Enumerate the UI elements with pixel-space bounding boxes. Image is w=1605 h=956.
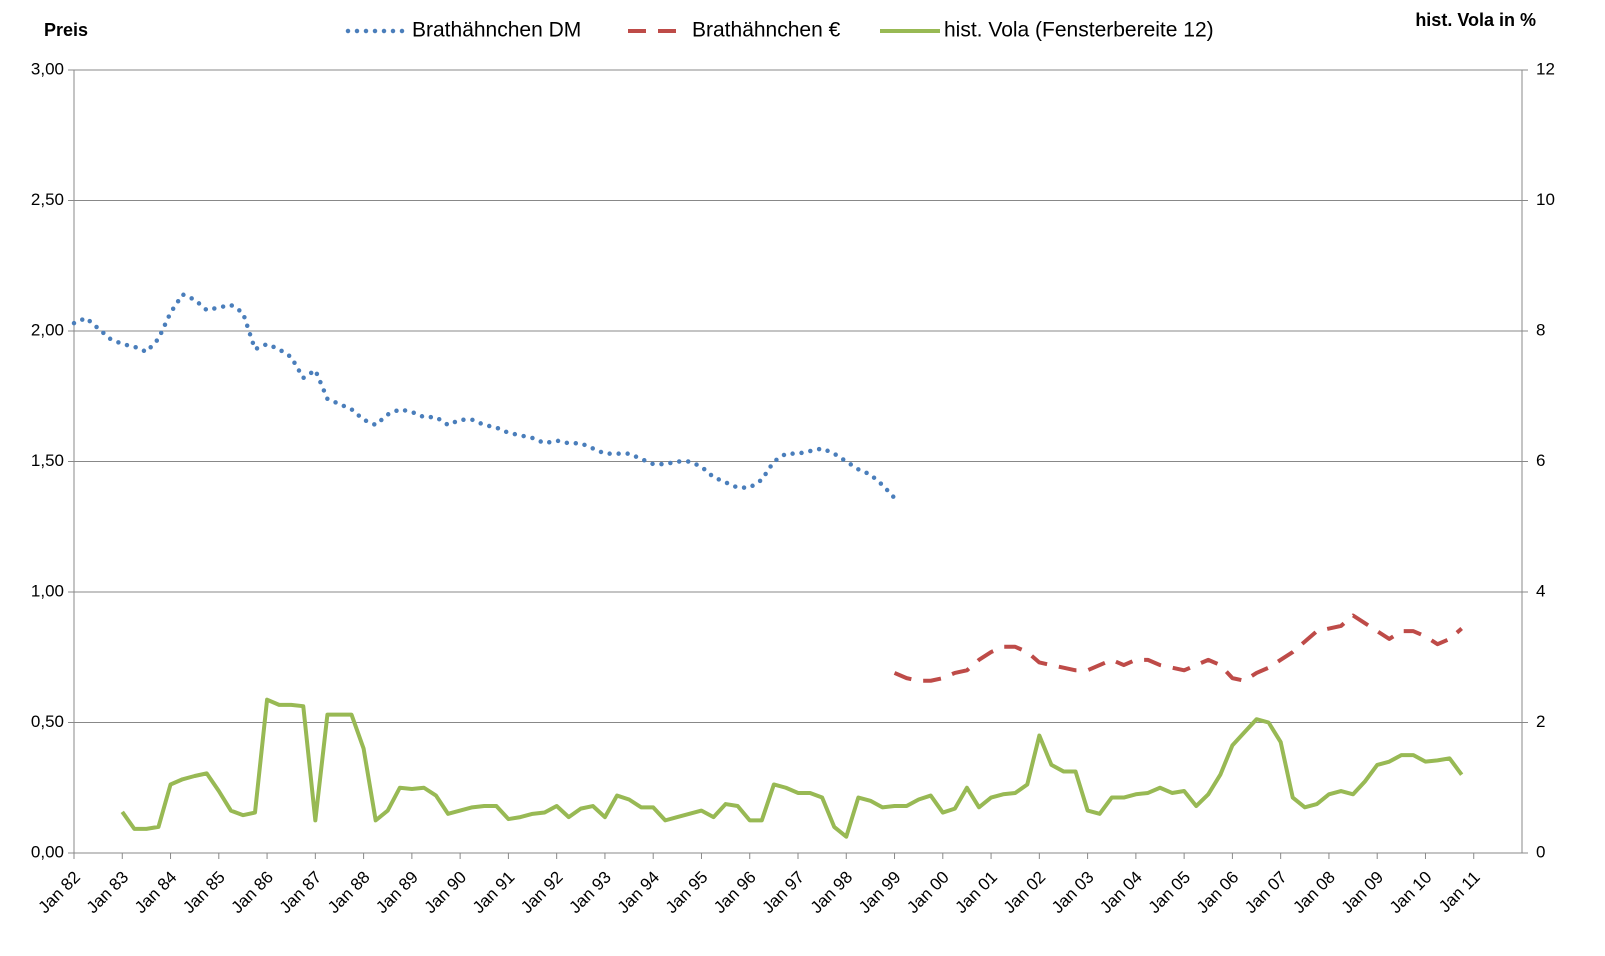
y2-tick-label: 0 <box>1536 842 1545 861</box>
y-tick-label: 0,50 <box>31 712 64 731</box>
x-tick-label: Jan 98 <box>807 868 857 918</box>
x-tick-label: Jan 92 <box>517 868 567 918</box>
y-tick-label: 1,50 <box>31 451 64 470</box>
x-tick-label: Jan 96 <box>710 868 760 918</box>
y2-tick-label: 10 <box>1536 190 1555 209</box>
x-tick-label: Jan 01 <box>952 868 1002 918</box>
series-line <box>893 613 1463 683</box>
x-tick-label: Jan 87 <box>276 868 326 918</box>
x-tick-label: Jan 07 <box>1241 868 1291 918</box>
x-tick-label: Jan 99 <box>855 868 905 918</box>
x-tick-label: Jan 04 <box>1096 868 1146 918</box>
x-tick-label: Jan 06 <box>1193 868 1243 918</box>
x-tick-label: Jan 10 <box>1386 868 1436 918</box>
y2-axis-label: hist. Vola in % <box>1415 10 1536 30</box>
legend-label: Brathähnchen € <box>692 19 841 42</box>
x-tick-label: Jan 82 <box>34 868 84 918</box>
y2-tick-label: 8 <box>1536 320 1545 339</box>
x-tick-label: Jan 08 <box>1289 868 1339 918</box>
y-tick-label: 2,50 <box>31 190 64 209</box>
x-tick-label: Jan 93 <box>565 868 615 918</box>
x-tick-label: Jan 03 <box>1048 868 1098 918</box>
x-tick-label: Jan 02 <box>1000 868 1050 918</box>
y-tick-label: 1,00 <box>31 581 64 600</box>
x-tick-label: Jan 05 <box>1145 868 1195 918</box>
legend-label: hist. Vola (Fensterbereite 12) <box>944 19 1214 42</box>
x-tick-label: Jan 94 <box>614 868 664 918</box>
x-tick-label: Jan 84 <box>131 868 181 918</box>
x-tick-label: Jan 83 <box>83 868 133 918</box>
x-tick-label: Jan 90 <box>421 868 471 918</box>
x-tick-label: Jan 91 <box>469 868 519 918</box>
y2-tick-label: 4 <box>1536 581 1545 600</box>
y2-tick-label: 2 <box>1536 712 1545 731</box>
y2-tick-label: 12 <box>1536 59 1555 78</box>
y-tick-label: 0,00 <box>31 842 64 861</box>
series-line <box>120 697 1464 839</box>
x-tick-label: Jan 97 <box>758 868 808 918</box>
x-tick-label: Jan 89 <box>372 868 422 918</box>
x-tick-label: Jan 86 <box>228 868 278 918</box>
x-tick-label: Jan 11 <box>1435 868 1484 917</box>
x-tick-label: Jan 88 <box>324 868 374 918</box>
legend-label: Brathähnchen DM <box>412 19 581 42</box>
x-tick-label: Jan 85 <box>179 868 229 918</box>
x-tick-label: Jan 09 <box>1338 868 1388 918</box>
series-line <box>71 292 897 501</box>
y-tick-label: 2,00 <box>31 320 64 339</box>
y2-tick-label: 6 <box>1536 451 1545 470</box>
x-tick-label: Jan 00 <box>903 868 953 918</box>
y-axis-label: Preis <box>44 20 88 40</box>
y-tick-label: 3,00 <box>31 59 64 78</box>
x-tick-label: Jan 95 <box>662 868 712 918</box>
